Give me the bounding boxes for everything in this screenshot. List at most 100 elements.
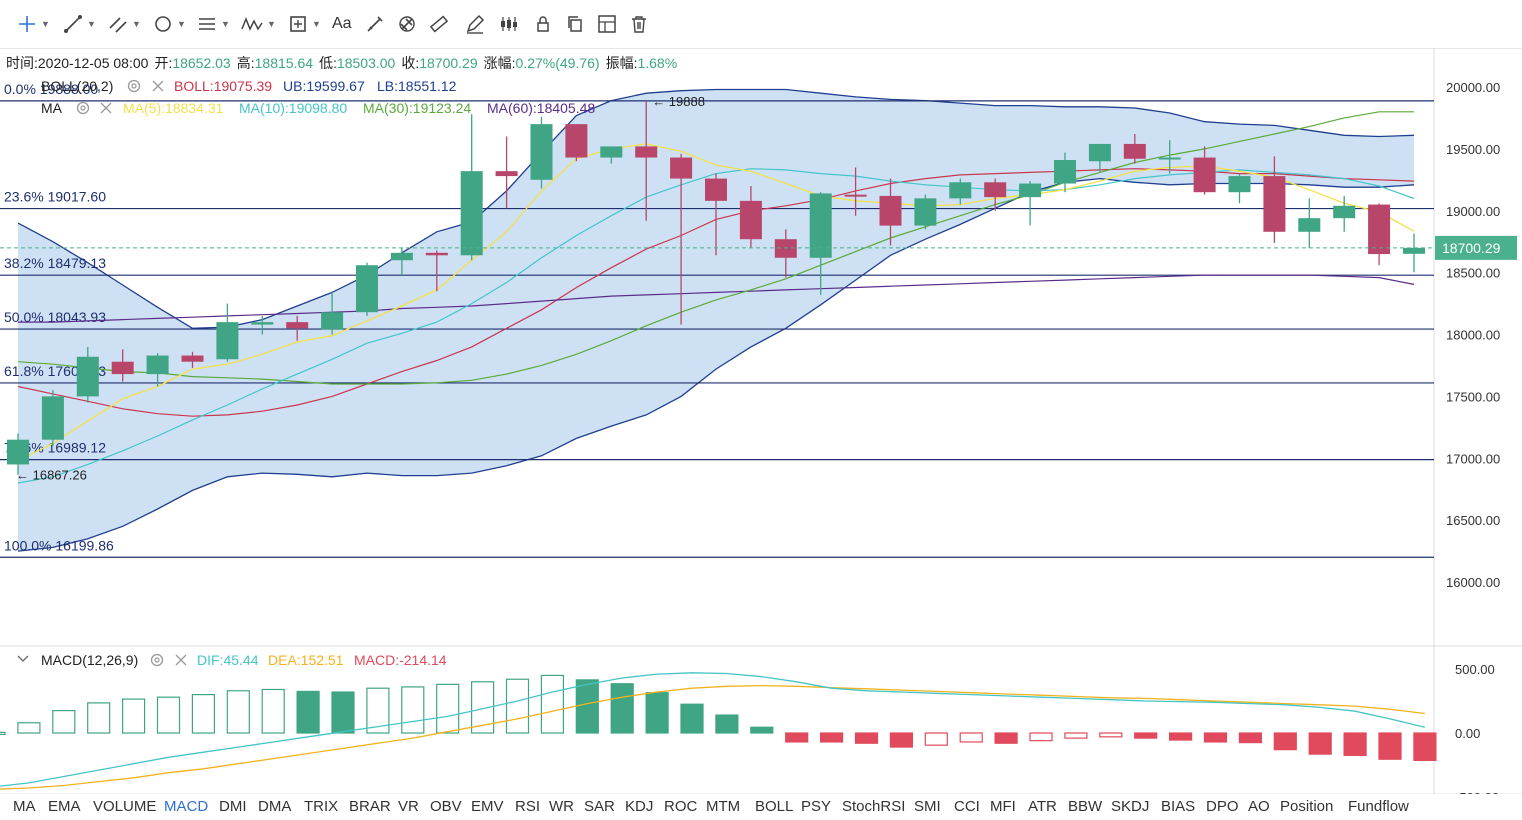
candle[interactable]: [356, 262, 378, 316]
tab-sar[interactable]: SAR: [584, 798, 615, 815]
candle[interactable]: [41, 390, 64, 446]
candle[interactable]: [251, 315, 274, 335]
lock-tool[interactable]: [532, 10, 554, 38]
tab-mfi[interactable]: MFI: [990, 798, 1016, 815]
close-icon[interactable]: [175, 654, 187, 666]
tab-bias[interactable]: BIAS: [1161, 798, 1196, 815]
chevron-down-icon[interactable]: ▼: [221, 19, 230, 29]
candle[interactable]: [809, 192, 832, 295]
settings-icon[interactable]: [150, 653, 164, 667]
candle[interactable]: [1158, 140, 1181, 174]
candle[interactable]: [1193, 146, 1216, 195]
candle[interactable]: [1228, 173, 1251, 204]
text-tool-tool[interactable]: Aa: [332, 10, 352, 38]
tab-vr[interactable]: VR: [398, 798, 419, 815]
tab-dpo[interactable]: DPO: [1206, 798, 1239, 815]
chevron-down-icon[interactable]: ▼: [267, 19, 276, 29]
close-icon[interactable]: [152, 80, 164, 92]
candle[interactable]: [1333, 195, 1356, 232]
tab-obv[interactable]: OBV: [430, 798, 462, 815]
candle[interactable]: [949, 178, 972, 205]
candle[interactable]: [146, 353, 169, 387]
candle[interactable]: [635, 100, 658, 221]
tab-cci[interactable]: CCI: [954, 798, 980, 815]
candle[interactable]: [844, 167, 867, 216]
candle[interactable]: [705, 173, 727, 256]
trend-line-tool[interactable]: ▼: [62, 10, 96, 38]
tab-bbw[interactable]: BBW: [1068, 798, 1103, 815]
candle[interactable]: [1123, 134, 1146, 164]
tab-ma[interactable]: MA: [13, 798, 36, 815]
tab-position[interactable]: Position: [1280, 798, 1334, 815]
candle[interactable]: [879, 178, 902, 246]
close-icon[interactable]: [100, 102, 112, 114]
candle[interactable]: [425, 250, 448, 292]
candle[interactable]: [739, 186, 762, 248]
tab-emv[interactable]: EMV: [471, 798, 504, 815]
chart-area[interactable]: 0.0% 19888.00 23.6% 19017.60 38.2% 18479.1…: [0, 48, 1522, 794]
wave-pattern-tool[interactable]: ▼: [240, 10, 276, 38]
candle[interactable]: [76, 346, 99, 403]
tab-atr[interactable]: ATR: [1028, 798, 1057, 815]
candle[interactable]: [111, 349, 134, 382]
candle[interactable]: [1403, 233, 1425, 273]
candle[interactable]: [495, 136, 518, 209]
tab-ao[interactable]: AO: [1248, 798, 1270, 815]
candle[interactable]: [460, 114, 483, 261]
tab-mtm[interactable]: MTM: [706, 798, 741, 815]
candle[interactable]: [1019, 181, 1042, 226]
chevron-down-icon[interactable]: ▼: [177, 19, 186, 29]
tab-psy[interactable]: PSY: [801, 798, 832, 815]
settings-icon[interactable]: [76, 101, 90, 115]
candle[interactable]: [321, 291, 344, 335]
tab-skdj[interactable]: SKDJ: [1111, 798, 1150, 815]
fib-levels-tool[interactable]: ▼: [196, 10, 230, 38]
tab-kdj[interactable]: KDJ: [625, 798, 654, 815]
tab-volume[interactable]: VOLUME: [93, 798, 157, 815]
candle[interactable]: [774, 229, 797, 278]
trash-tool[interactable]: [628, 10, 650, 38]
candles-tool[interactable]: [498, 10, 520, 38]
parallel-channel-tool[interactable]: ▼: [107, 10, 141, 38]
settings-icon[interactable]: [127, 79, 141, 93]
crosshair-tool[interactable]: ▼: [16, 10, 50, 38]
candle[interactable]: [286, 315, 309, 341]
magnet-tool[interactable]: [396, 10, 418, 38]
tab-stochrsi[interactable]: StochRSI: [842, 798, 906, 815]
tab-dma[interactable]: DMA: [258, 798, 292, 815]
candle[interactable]: [914, 194, 937, 230]
candle[interactable]: [1368, 203, 1391, 266]
tab-roc[interactable]: ROC: [664, 798, 698, 815]
tab-fundflow[interactable]: Fundflow: [1348, 798, 1409, 815]
candle[interactable]: [7, 433, 29, 475]
layout-tool[interactable]: [596, 10, 618, 38]
collapse-chevron-icon[interactable]: [17, 655, 29, 662]
tab-macd[interactable]: MACD: [164, 798, 209, 815]
candle[interactable]: [1054, 152, 1076, 193]
candle[interactable]: [984, 178, 1007, 211]
tab-brar[interactable]: BRAR: [349, 798, 391, 815]
candle[interactable]: [1088, 143, 1111, 173]
candle[interactable]: [670, 153, 693, 325]
candle[interactable]: [1298, 198, 1321, 248]
tab-trix[interactable]: TRIX: [304, 798, 339, 815]
tab-wr[interactable]: WR: [549, 798, 574, 815]
tab-boll[interactable]: BOLL: [755, 798, 794, 815]
candle[interactable]: [390, 247, 413, 276]
tab-smi[interactable]: SMI: [914, 798, 941, 815]
tab-rsi[interactable]: RSI: [515, 798, 541, 815]
chevron-down-icon[interactable]: ▼: [41, 19, 50, 29]
chevron-down-icon[interactable]: ▼: [132, 19, 141, 29]
circle-shape-tool[interactable]: ▼: [152, 10, 186, 38]
brush-tool[interactable]: [364, 10, 386, 38]
copy-tool[interactable]: [564, 10, 586, 38]
candle[interactable]: [1263, 156, 1286, 243]
candle[interactable]: [565, 124, 588, 162]
candle[interactable]: [600, 146, 623, 164]
tab-ema[interactable]: EMA: [48, 798, 81, 815]
tab-dmi[interactable]: DMI: [219, 798, 247, 815]
candle[interactable]: [181, 351, 204, 368]
candle[interactable]: [530, 116, 553, 189]
ruler-tool[interactable]: [428, 10, 450, 38]
chevron-down-icon[interactable]: ▼: [87, 19, 96, 29]
